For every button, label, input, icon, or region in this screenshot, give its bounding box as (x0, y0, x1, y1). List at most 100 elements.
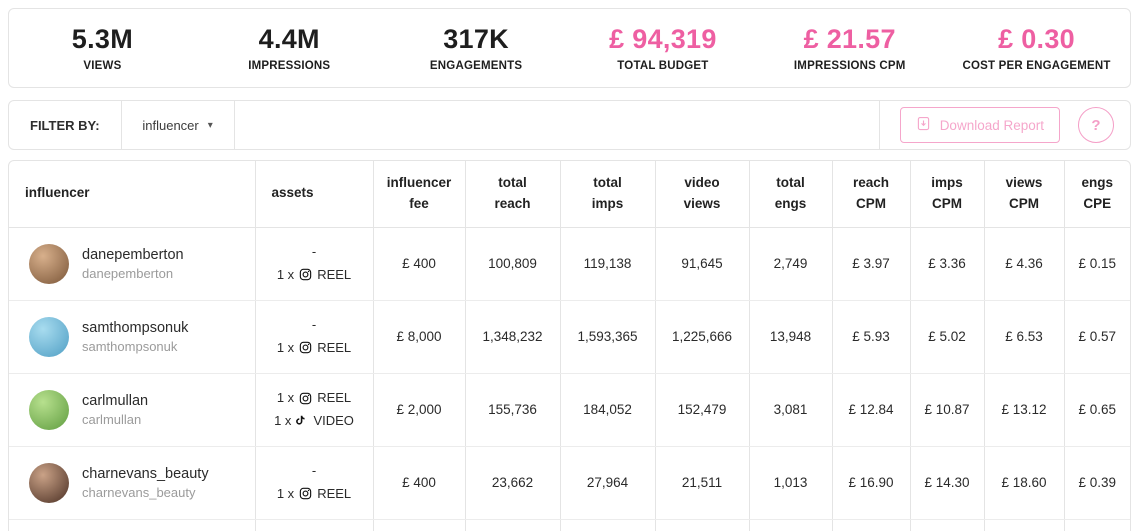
cell-views-cpm: £ 18.60 (984, 446, 1065, 520)
cell-reach-cpm: £ 16.90 (832, 446, 911, 520)
influencer-text: carlmullan carlmullan (82, 393, 148, 427)
asset-line: - (311, 316, 317, 332)
cell-imps-cpm: £ 3.36 (910, 227, 985, 301)
stats-summary-bar: 5.3M VIEWS 4.4M IMPRESSIONS 317K ENGAGEMENTS £… (8, 8, 1131, 88)
chevron-down-icon: ▾ (207, 119, 213, 131)
cell-empty (910, 519, 985, 531)
column-header-total-reach: total reach (465, 161, 561, 228)
cell-imps-cpm: £ 10.87 (910, 373, 985, 447)
influencer-name: danepemberton (82, 246, 184, 263)
cell-imps: 119,138 (560, 227, 656, 301)
influencer-cell: carlmullan carlmullan (9, 373, 256, 447)
asset-count: 1 x (276, 266, 295, 282)
asset-line: - (311, 462, 317, 478)
cell-reach-cpm: £ 5.93 (832, 300, 911, 374)
cell-engs: 3,081 (749, 373, 833, 447)
tiktok-icon (296, 414, 308, 427)
asset-count: 1 x (274, 412, 292, 428)
cell-video-views: 21,511 (655, 446, 750, 520)
stat-total-budget: £ 94,319 TOTAL BUDGET (569, 24, 756, 72)
cell-views-cpm: £ 6.53 (984, 300, 1065, 374)
filter-dropdown-value: influencer (142, 117, 199, 133)
asset-count: 1 x (276, 485, 295, 501)
instagram-icon (299, 392, 312, 405)
table-row: samthompsonuk samthompsonuk - 1 x REEL £ 8,00… (9, 300, 1130, 374)
influencer-name: charnevans_beauty (82, 465, 209, 482)
cell-reach-cpm: £ 12.84 (832, 373, 911, 447)
column-header-imps-cpm: imps CPM (910, 161, 985, 228)
cell-reach: 23,662 (465, 446, 561, 520)
asset-line: - (311, 243, 317, 259)
assets-cell: 1 x REEL 1 x VIDEO (255, 373, 374, 447)
influencer-name: carlmullan (82, 392, 149, 409)
cell-reach: 100,809 (465, 227, 561, 301)
help-button[interactable]: ? (1078, 107, 1114, 143)
instagram-icon (299, 341, 312, 354)
stat-value: 5.3M (71, 24, 134, 54)
divider (233, 101, 235, 149)
column-header-views-cpm: views CPM (984, 161, 1065, 228)
cell-fee: £ 2,000 (373, 373, 466, 447)
influencer-cell: samthompsonuk samthompsonuk (9, 300, 256, 374)
asset-type-label: REEL (317, 339, 352, 355)
assets-cell: - 1 x REEL (255, 227, 374, 301)
column-header-video-views: video views (655, 161, 750, 228)
cell-empty (655, 519, 750, 531)
cell-engs-cpe: £ 0.57 (1064, 300, 1130, 374)
influencer-table: influencer assets influencer fee total reac… (9, 161, 1130, 531)
influencer-text: charnevans_beauty charnevans_beauty (82, 466, 209, 500)
divider (878, 101, 880, 149)
avatar (29, 389, 69, 430)
table-row (9, 519, 1130, 531)
cell-video-views: 152,479 (655, 373, 750, 447)
cell-empty (9, 519, 256, 531)
influencer-handle: samthompsonuk (82, 338, 178, 354)
filter-type-dropdown[interactable]: influencer ▾ (121, 101, 234, 149)
cell-video-views: 91,645 (655, 227, 750, 301)
asset-line: 1 x REEL (262, 387, 367, 410)
stat-label: IMPRESSIONS CPM (793, 60, 906, 72)
download-file-icon (916, 116, 931, 134)
cell-empty (984, 519, 1065, 531)
cell-empty (255, 519, 374, 531)
cell-reach: 1,348,232 (465, 300, 561, 374)
column-header-influencer-fee: influencer fee (373, 161, 466, 228)
column-header-assets: assets (255, 161, 374, 228)
stat-value: 4.4M (258, 24, 320, 54)
column-header-total-imps: total imps (560, 161, 656, 228)
stat-impressions: 4.4M IMPRESSIONS (196, 24, 383, 72)
cell-views-cpm: £ 4.36 (984, 227, 1065, 301)
influencer-handle: carlmullan (82, 411, 142, 427)
cell-engs-cpe: £ 0.15 (1064, 227, 1130, 301)
stat-views: 5.3M VIEWS (9, 24, 196, 72)
table-row: danepemberton danepemberton -1 x REEL £ 400 1… (9, 227, 1130, 301)
influencer-cell: danepemberton danepemberton (9, 227, 256, 301)
column-header-influencer: influencer (9, 161, 256, 228)
asset-line: 1 x REEL (262, 264, 367, 287)
stat-label: ENGAGEMENTS (429, 60, 523, 72)
asset-line: 1 x VIDEO (262, 410, 367, 433)
cell-fee: £ 400 (373, 227, 466, 301)
avatar (29, 462, 69, 503)
cell-empty (465, 519, 561, 531)
cell-fee: £ 8,000 (373, 300, 466, 374)
asset-line: 1 x REEL (262, 483, 367, 506)
stat-value: £ 94,319 (609, 24, 717, 54)
stat-value: £ 21.57 (803, 24, 896, 54)
instagram-icon (299, 268, 312, 281)
download-report-button[interactable]: Download Report (899, 107, 1060, 143)
cell-engs: 2,749 (749, 227, 833, 301)
cell-empty (560, 519, 656, 531)
table-header-row: influencer assets influencer fee total reac… (9, 161, 1130, 228)
filter-search-input[interactable] (234, 101, 879, 149)
influencer-handle: danepemberton (82, 265, 174, 281)
stat-value: 317K (443, 24, 509, 54)
stat-label: COST PER ENGAGEMENT (962, 60, 1111, 72)
influencer-identity: carlmullan carlmullan (15, 389, 249, 430)
filter-by-label: FILTER BY: (30, 117, 100, 133)
cell-engs-cpe: £ 0.39 (1064, 446, 1130, 520)
influencer-text: samthompsonuk samthompsonuk (82, 320, 188, 354)
download-report-label: Download Report (939, 117, 1044, 133)
asset-line: 1 x REEL (262, 337, 367, 360)
